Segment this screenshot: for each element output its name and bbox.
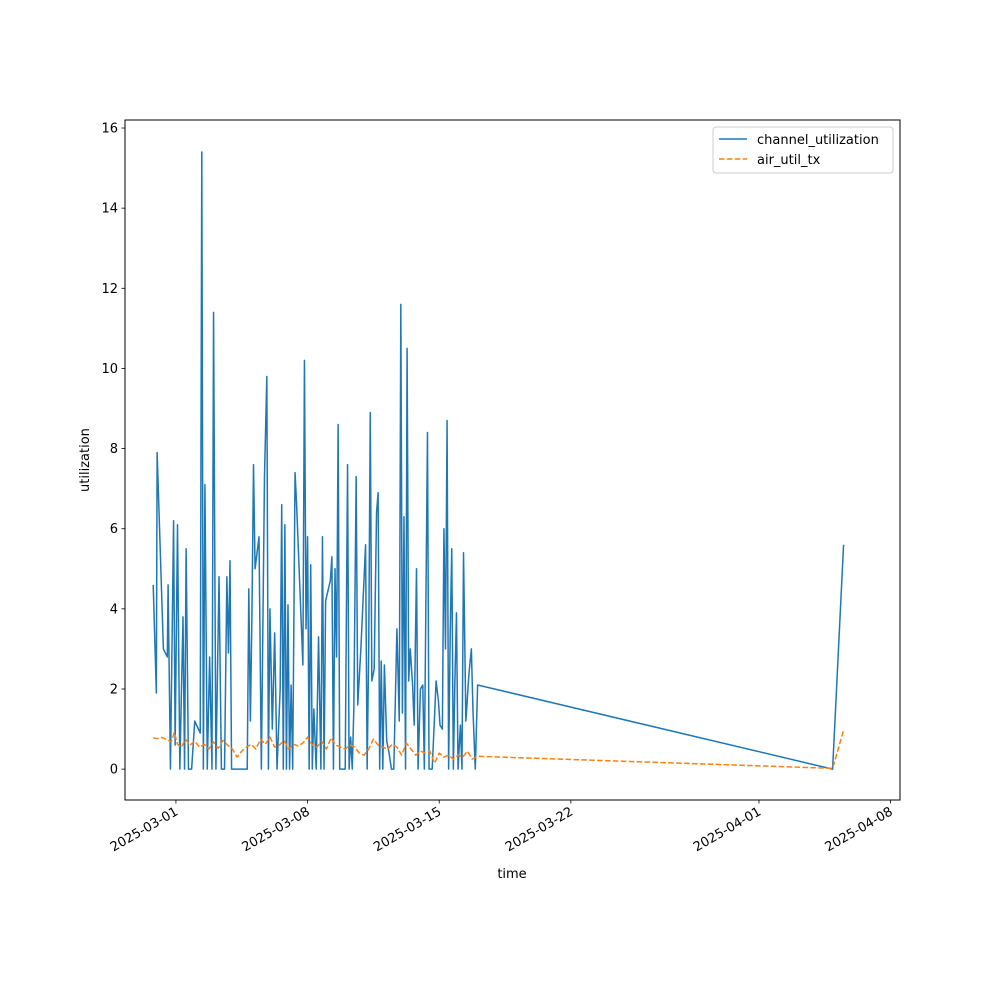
y-tick-label: 10 <box>101 362 118 377</box>
y-tick-label: 4 <box>110 602 118 617</box>
legend-label-air-util-tx: air_util_tx <box>757 153 821 168</box>
legend-box <box>712 126 894 174</box>
y-tick-label: 14 <box>101 202 118 217</box>
y-tick-label: 16 <box>101 122 118 137</box>
series-line-air-util-tx <box>153 730 845 770</box>
y-tick-label: 6 <box>110 522 118 537</box>
axes-frame <box>124 119 901 801</box>
series-line-channel-utilization <box>152 151 845 770</box>
legend: channel_utilization air_util_tx <box>712 126 894 174</box>
y-tick-label: 0 <box>110 763 118 778</box>
y-axis-ticks: 0 2 4 6 8 10 12 14 16 <box>101 122 125 778</box>
y-axis-label: utilization <box>78 428 93 492</box>
plot-area <box>152 151 845 770</box>
y-tick-label: 8 <box>110 442 118 457</box>
x-axis-label: time <box>497 867 526 882</box>
y-tick-label: 2 <box>110 683 118 698</box>
legend-label-channel-utilization: channel_utilization <box>757 133 879 148</box>
y-tick-label: 12 <box>101 282 118 297</box>
